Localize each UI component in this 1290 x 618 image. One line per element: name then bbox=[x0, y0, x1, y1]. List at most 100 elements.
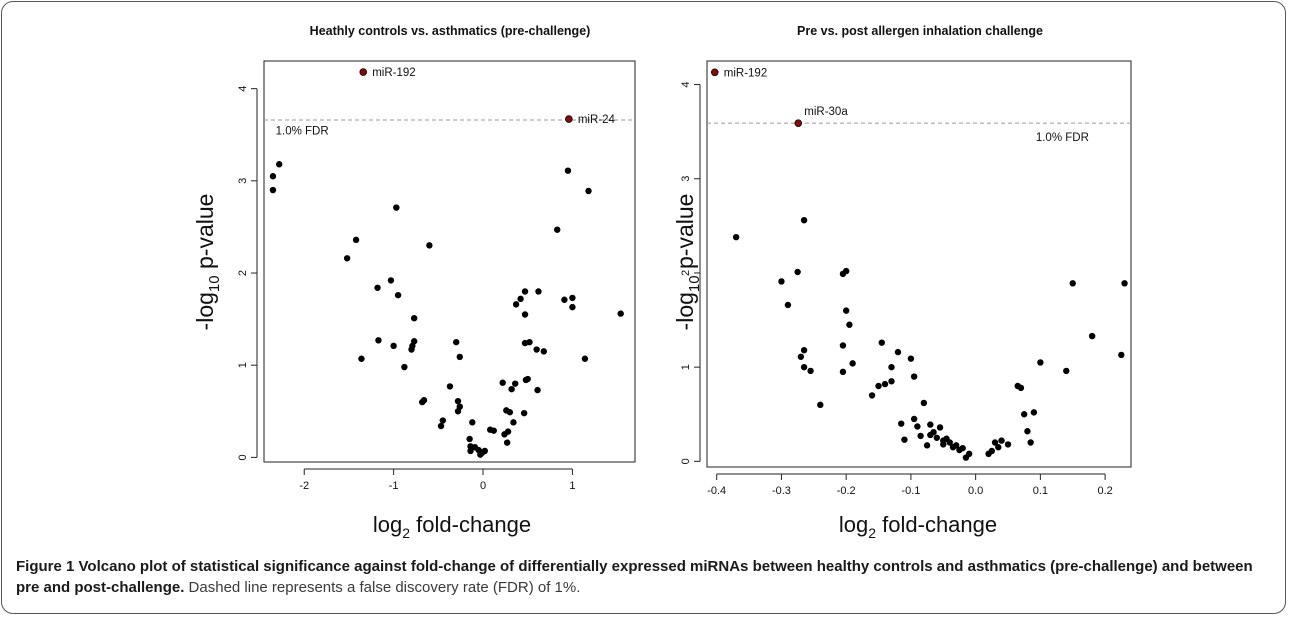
data-point bbox=[358, 355, 365, 362]
data-point bbox=[936, 424, 944, 431]
plot-right-y-axis-label: -log10 p-value bbox=[672, 194, 703, 331]
x-tick-label: 1 bbox=[569, 480, 575, 492]
y-tick-label: 0 bbox=[237, 454, 249, 460]
data-point bbox=[456, 403, 463, 410]
plot-left-y-axis-label: -log10 p-value bbox=[192, 194, 223, 331]
y-tick-label: 3 bbox=[680, 176, 692, 182]
plot-left-points: miR-192 miR-24 bbox=[269, 67, 624, 458]
data-point bbox=[1088, 332, 1096, 340]
data-point bbox=[888, 363, 895, 371]
data-point bbox=[910, 373, 918, 380]
highlight-label: miR-192 bbox=[724, 67, 767, 79]
highlight-label: miR-24 bbox=[578, 114, 616, 126]
data-point bbox=[426, 242, 433, 249]
data-point bbox=[878, 339, 885, 346]
y-tick-label: 2 bbox=[237, 270, 249, 276]
y-tick-label: 4 bbox=[237, 86, 249, 92]
highlight-point bbox=[794, 119, 803, 127]
data-point bbox=[1017, 384, 1025, 392]
data-point bbox=[1069, 280, 1076, 287]
data-point bbox=[375, 337, 382, 344]
data-point bbox=[508, 385, 515, 393]
caption-title: Volcano plot of statistical significance… bbox=[16, 558, 1253, 596]
data-point bbox=[991, 439, 999, 446]
x-tick-label: 0.2 bbox=[1097, 485, 1112, 497]
data-point bbox=[561, 296, 568, 303]
data-point bbox=[897, 420, 905, 427]
data-point bbox=[503, 439, 511, 446]
data-point bbox=[446, 383, 454, 390]
highlight-label: miR-30a bbox=[804, 106, 848, 118]
highlight-label: miR-192 bbox=[372, 67, 415, 79]
data-point bbox=[959, 444, 966, 452]
data-point bbox=[352, 236, 360, 244]
data-point bbox=[946, 439, 953, 446]
y-tick-label: 4 bbox=[680, 81, 692, 87]
x-tick-label: -0.1 bbox=[901, 485, 920, 497]
y-tick-label: 0 bbox=[680, 458, 692, 464]
x-tick-label: -0.3 bbox=[772, 485, 791, 497]
x-tick-label: -2 bbox=[299, 480, 309, 492]
data-point bbox=[849, 360, 856, 367]
x-tick-label: 0.1 bbox=[1033, 485, 1048, 497]
data-point bbox=[269, 173, 277, 180]
plot-right-title: Pre vs. post allergen inhalation challen… bbox=[797, 24, 1043, 38]
highlight-point bbox=[359, 68, 368, 76]
data-point bbox=[401, 363, 408, 371]
data-point bbox=[490, 427, 497, 434]
data-point bbox=[420, 397, 428, 404]
data-point bbox=[512, 380, 519, 387]
data-point bbox=[585, 187, 592, 195]
data-point bbox=[343, 255, 351, 262]
plot-left-x-axis-label: log2 fold-change bbox=[373, 512, 531, 541]
plot-right-axes: -0.4 -0.3 -0.2 -0.1 0.0 0.1 0.2 0 1 2 3 4 bbox=[680, 81, 1113, 497]
plot-right-frame bbox=[706, 60, 1132, 468]
data-point bbox=[794, 268, 801, 276]
data-point bbox=[387, 277, 395, 284]
data-point bbox=[481, 447, 489, 455]
data-point bbox=[466, 435, 473, 443]
data-point bbox=[914, 423, 921, 430]
data-point bbox=[1118, 351, 1125, 359]
plot-left-title: Heathly controls vs. asthmatics (pre-cha… bbox=[310, 24, 591, 38]
y-tick-label: 1 bbox=[237, 362, 249, 368]
data-point bbox=[940, 441, 947, 448]
data-point bbox=[524, 375, 531, 383]
caption-label: Figure 1 bbox=[16, 558, 75, 575]
data-point bbox=[512, 301, 520, 308]
data-point bbox=[907, 355, 915, 362]
data-point bbox=[953, 442, 960, 449]
data-point bbox=[901, 436, 908, 443]
data-point bbox=[732, 233, 740, 241]
data-point bbox=[453, 338, 460, 346]
data-point bbox=[390, 342, 397, 350]
data-point bbox=[1037, 359, 1044, 366]
data-point bbox=[1063, 367, 1070, 375]
data-point bbox=[894, 348, 902, 356]
fdr-label: 1.0% FDR bbox=[1036, 132, 1089, 144]
plot-right-x-axis-label: log2 fold-change bbox=[839, 512, 997, 541]
data-point bbox=[888, 378, 895, 385]
data-point bbox=[394, 291, 402, 299]
data-point bbox=[1004, 441, 1012, 448]
data-point bbox=[1024, 428, 1031, 435]
figure-plots: Heathly controls vs. asthmatics (pre-cha… bbox=[192, 24, 1132, 541]
data-point bbox=[269, 186, 277, 194]
data-point bbox=[569, 294, 576, 302]
data-point bbox=[533, 346, 540, 353]
y-tick-label: 2 bbox=[680, 270, 692, 276]
plot-right-points: miR-192 miR-30a bbox=[710, 67, 1128, 461]
data-point bbox=[800, 363, 808, 371]
data-point bbox=[564, 167, 572, 174]
data-point bbox=[1121, 280, 1128, 287]
data-point bbox=[923, 442, 931, 449]
data-point bbox=[469, 419, 476, 426]
y-tick-label: 1 bbox=[680, 364, 692, 370]
data-point bbox=[933, 434, 941, 441]
data-point bbox=[410, 314, 418, 322]
data-point bbox=[920, 399, 928, 407]
x-tick-label: -1 bbox=[389, 480, 399, 492]
plot-left-frame bbox=[263, 60, 636, 463]
data-point bbox=[927, 421, 934, 428]
